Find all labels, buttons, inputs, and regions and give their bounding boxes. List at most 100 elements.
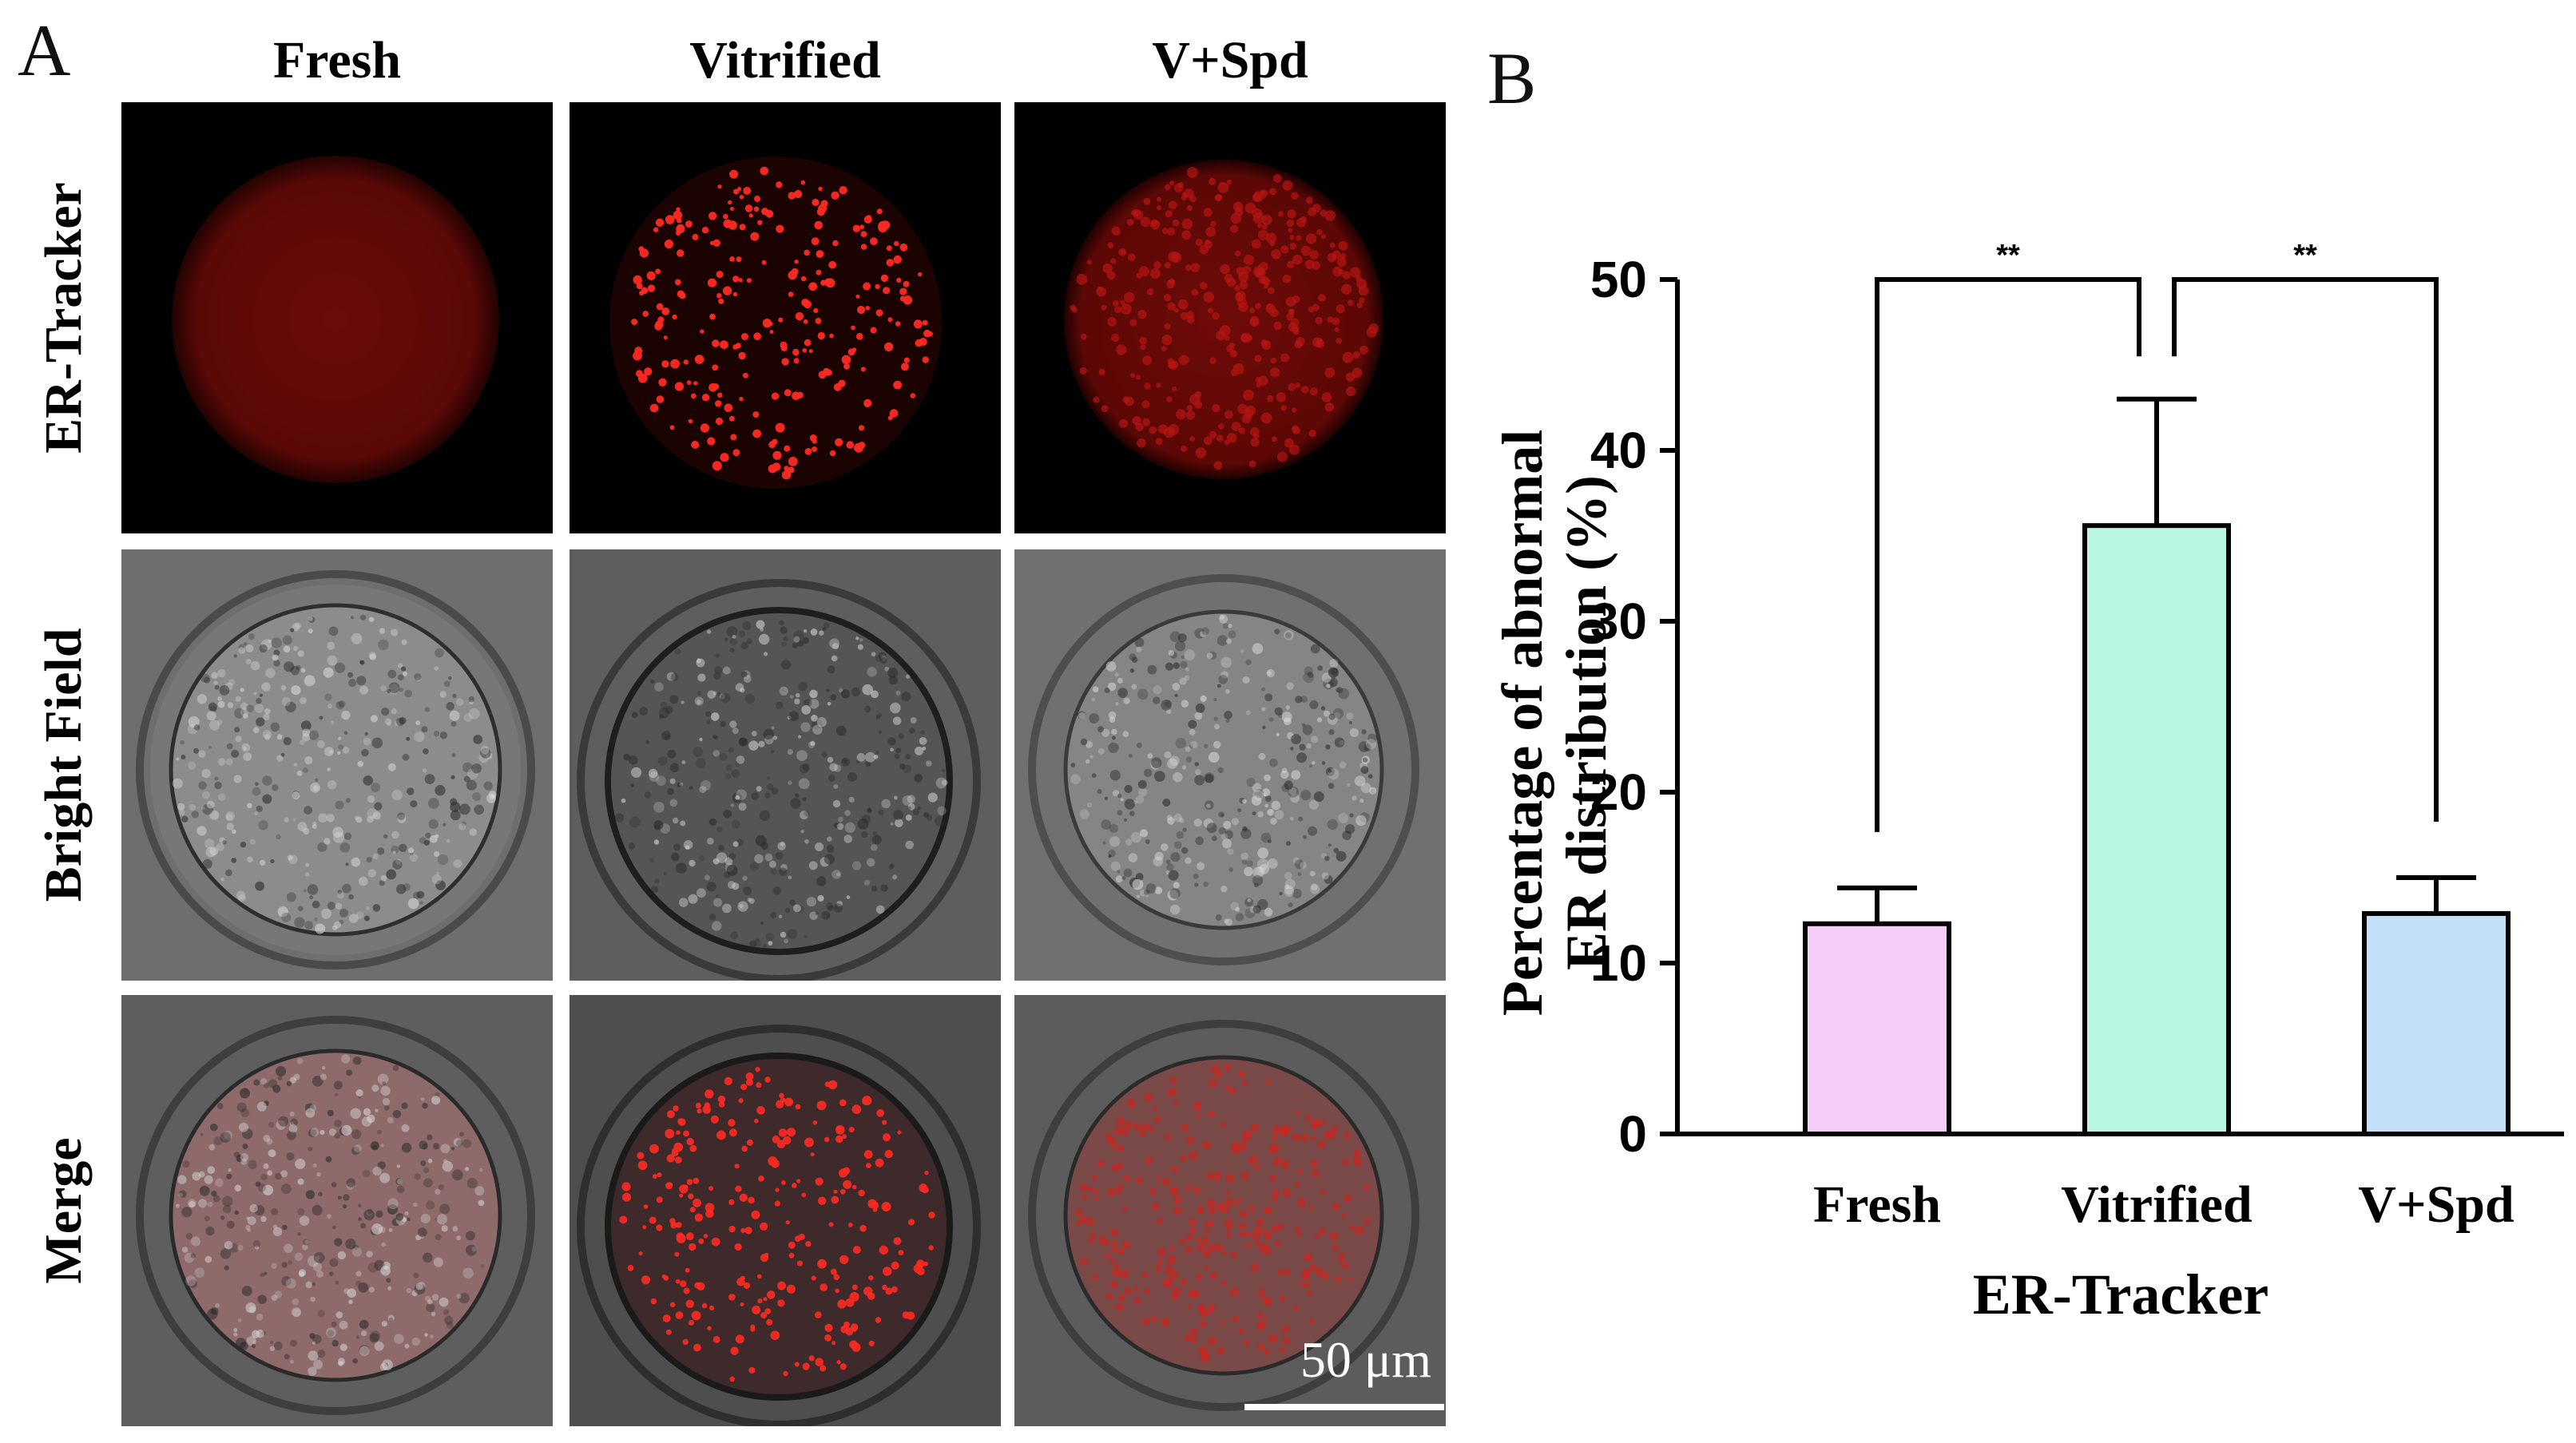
texture-speck [292, 791, 300, 799]
er-spot [748, 1366, 756, 1374]
texture-speck [217, 696, 222, 701]
er-spot [1229, 350, 1237, 358]
er-spot [750, 232, 760, 241]
er-spot [654, 322, 663, 331]
er-spot [1185, 1136, 1195, 1144]
er-spot [627, 1265, 634, 1271]
texture-speck [873, 755, 879, 759]
er-spot [818, 186, 823, 192]
texture-speck [371, 737, 383, 749]
texture-speck [1112, 790, 1120, 797]
er-spot [1087, 1236, 1095, 1243]
texture-speck [1221, 671, 1228, 679]
er-spot [1294, 340, 1303, 349]
er-spot [815, 1358, 824, 1366]
texture-speck [681, 700, 685, 704]
texture-speck [272, 654, 279, 661]
texture-speck [368, 616, 375, 622]
er-spot [783, 1370, 788, 1377]
row-header-bright-field-label: Bright Field [34, 628, 93, 902]
texture-speck [871, 690, 879, 699]
er-spot [824, 1081, 831, 1088]
er-spot [1200, 282, 1208, 290]
er-spot [1260, 189, 1265, 195]
texture-speck [285, 701, 296, 713]
er-spot [1121, 1240, 1131, 1249]
er-spot [1280, 405, 1287, 411]
texture-speck [715, 653, 720, 658]
texture-speck [875, 750, 879, 755]
er-spot [860, 244, 867, 250]
texture-speck [208, 702, 217, 712]
texture-speck [716, 894, 720, 898]
texture-speck [430, 1334, 434, 1338]
texture-speck [1264, 803, 1268, 808]
er-spot [1254, 355, 1262, 363]
er-spot [1164, 184, 1171, 191]
er-spot [768, 1156, 777, 1166]
texture-speck [922, 746, 927, 751]
er-spot [1075, 1209, 1082, 1217]
texture-speck [281, 697, 291, 707]
texture-speck [727, 881, 736, 889]
texture-speck [801, 705, 812, 715]
er-spot [665, 215, 675, 224]
texture-speck [304, 1239, 309, 1244]
er-spot [813, 307, 819, 313]
er-spot [1309, 1263, 1318, 1271]
texture-speck [1136, 742, 1142, 748]
texture-speck [297, 906, 304, 912]
texture-speck [912, 808, 920, 815]
er-spot [1324, 367, 1336, 379]
er-spot [701, 1302, 708, 1309]
texture-speck [483, 781, 493, 791]
texture-speck [875, 655, 883, 662]
er-spot [1324, 402, 1334, 412]
er-spot [760, 166, 768, 176]
er-spot [1342, 1159, 1350, 1167]
texture-speck [290, 1359, 294, 1364]
texture-speck [274, 1290, 283, 1298]
texture-speck [707, 690, 716, 700]
er-spot [784, 1097, 794, 1107]
texture-speck [714, 666, 723, 675]
texture-speck [277, 1076, 283, 1081]
er-spot [1178, 355, 1189, 366]
texture-speck [1253, 882, 1259, 888]
er-spot [700, 423, 710, 433]
texture-speck [216, 842, 224, 851]
er-spot [1090, 1231, 1096, 1238]
texture-speck [1167, 890, 1178, 901]
texture-speck [740, 671, 748, 678]
texture-speck [1228, 867, 1233, 872]
er-spot [1126, 1099, 1137, 1108]
texture-speck [674, 648, 681, 655]
texture-speck [1300, 696, 1308, 704]
texture-speck [212, 1195, 220, 1203]
texture-speck [1285, 632, 1292, 639]
texture-speck [1129, 753, 1133, 758]
texture-speck [339, 842, 351, 853]
texture-speck [1221, 886, 1228, 893]
er-spot [1167, 302, 1176, 311]
texture-speck [1369, 787, 1377, 795]
texture-speck [809, 699, 820, 709]
texture-speck [435, 880, 446, 890]
texture-speck [1169, 631, 1181, 642]
texture-speck [292, 645, 299, 652]
texture-speck [308, 1146, 313, 1152]
er-spot [1234, 285, 1240, 291]
er-spot [1214, 1243, 1224, 1252]
er-spot [1291, 407, 1297, 413]
texture-speck [1244, 898, 1254, 907]
er-spot [734, 1243, 742, 1251]
er-spot [1342, 1262, 1350, 1270]
er-spot [1308, 1204, 1314, 1210]
texture-speck [795, 692, 800, 698]
er-spot [732, 276, 740, 283]
merge-vitrified-svg [570, 995, 1001, 1426]
texture-speck [1097, 747, 1105, 755]
texture-speck [474, 804, 484, 815]
texture-speck [1215, 914, 1222, 921]
er-spot [768, 321, 773, 327]
